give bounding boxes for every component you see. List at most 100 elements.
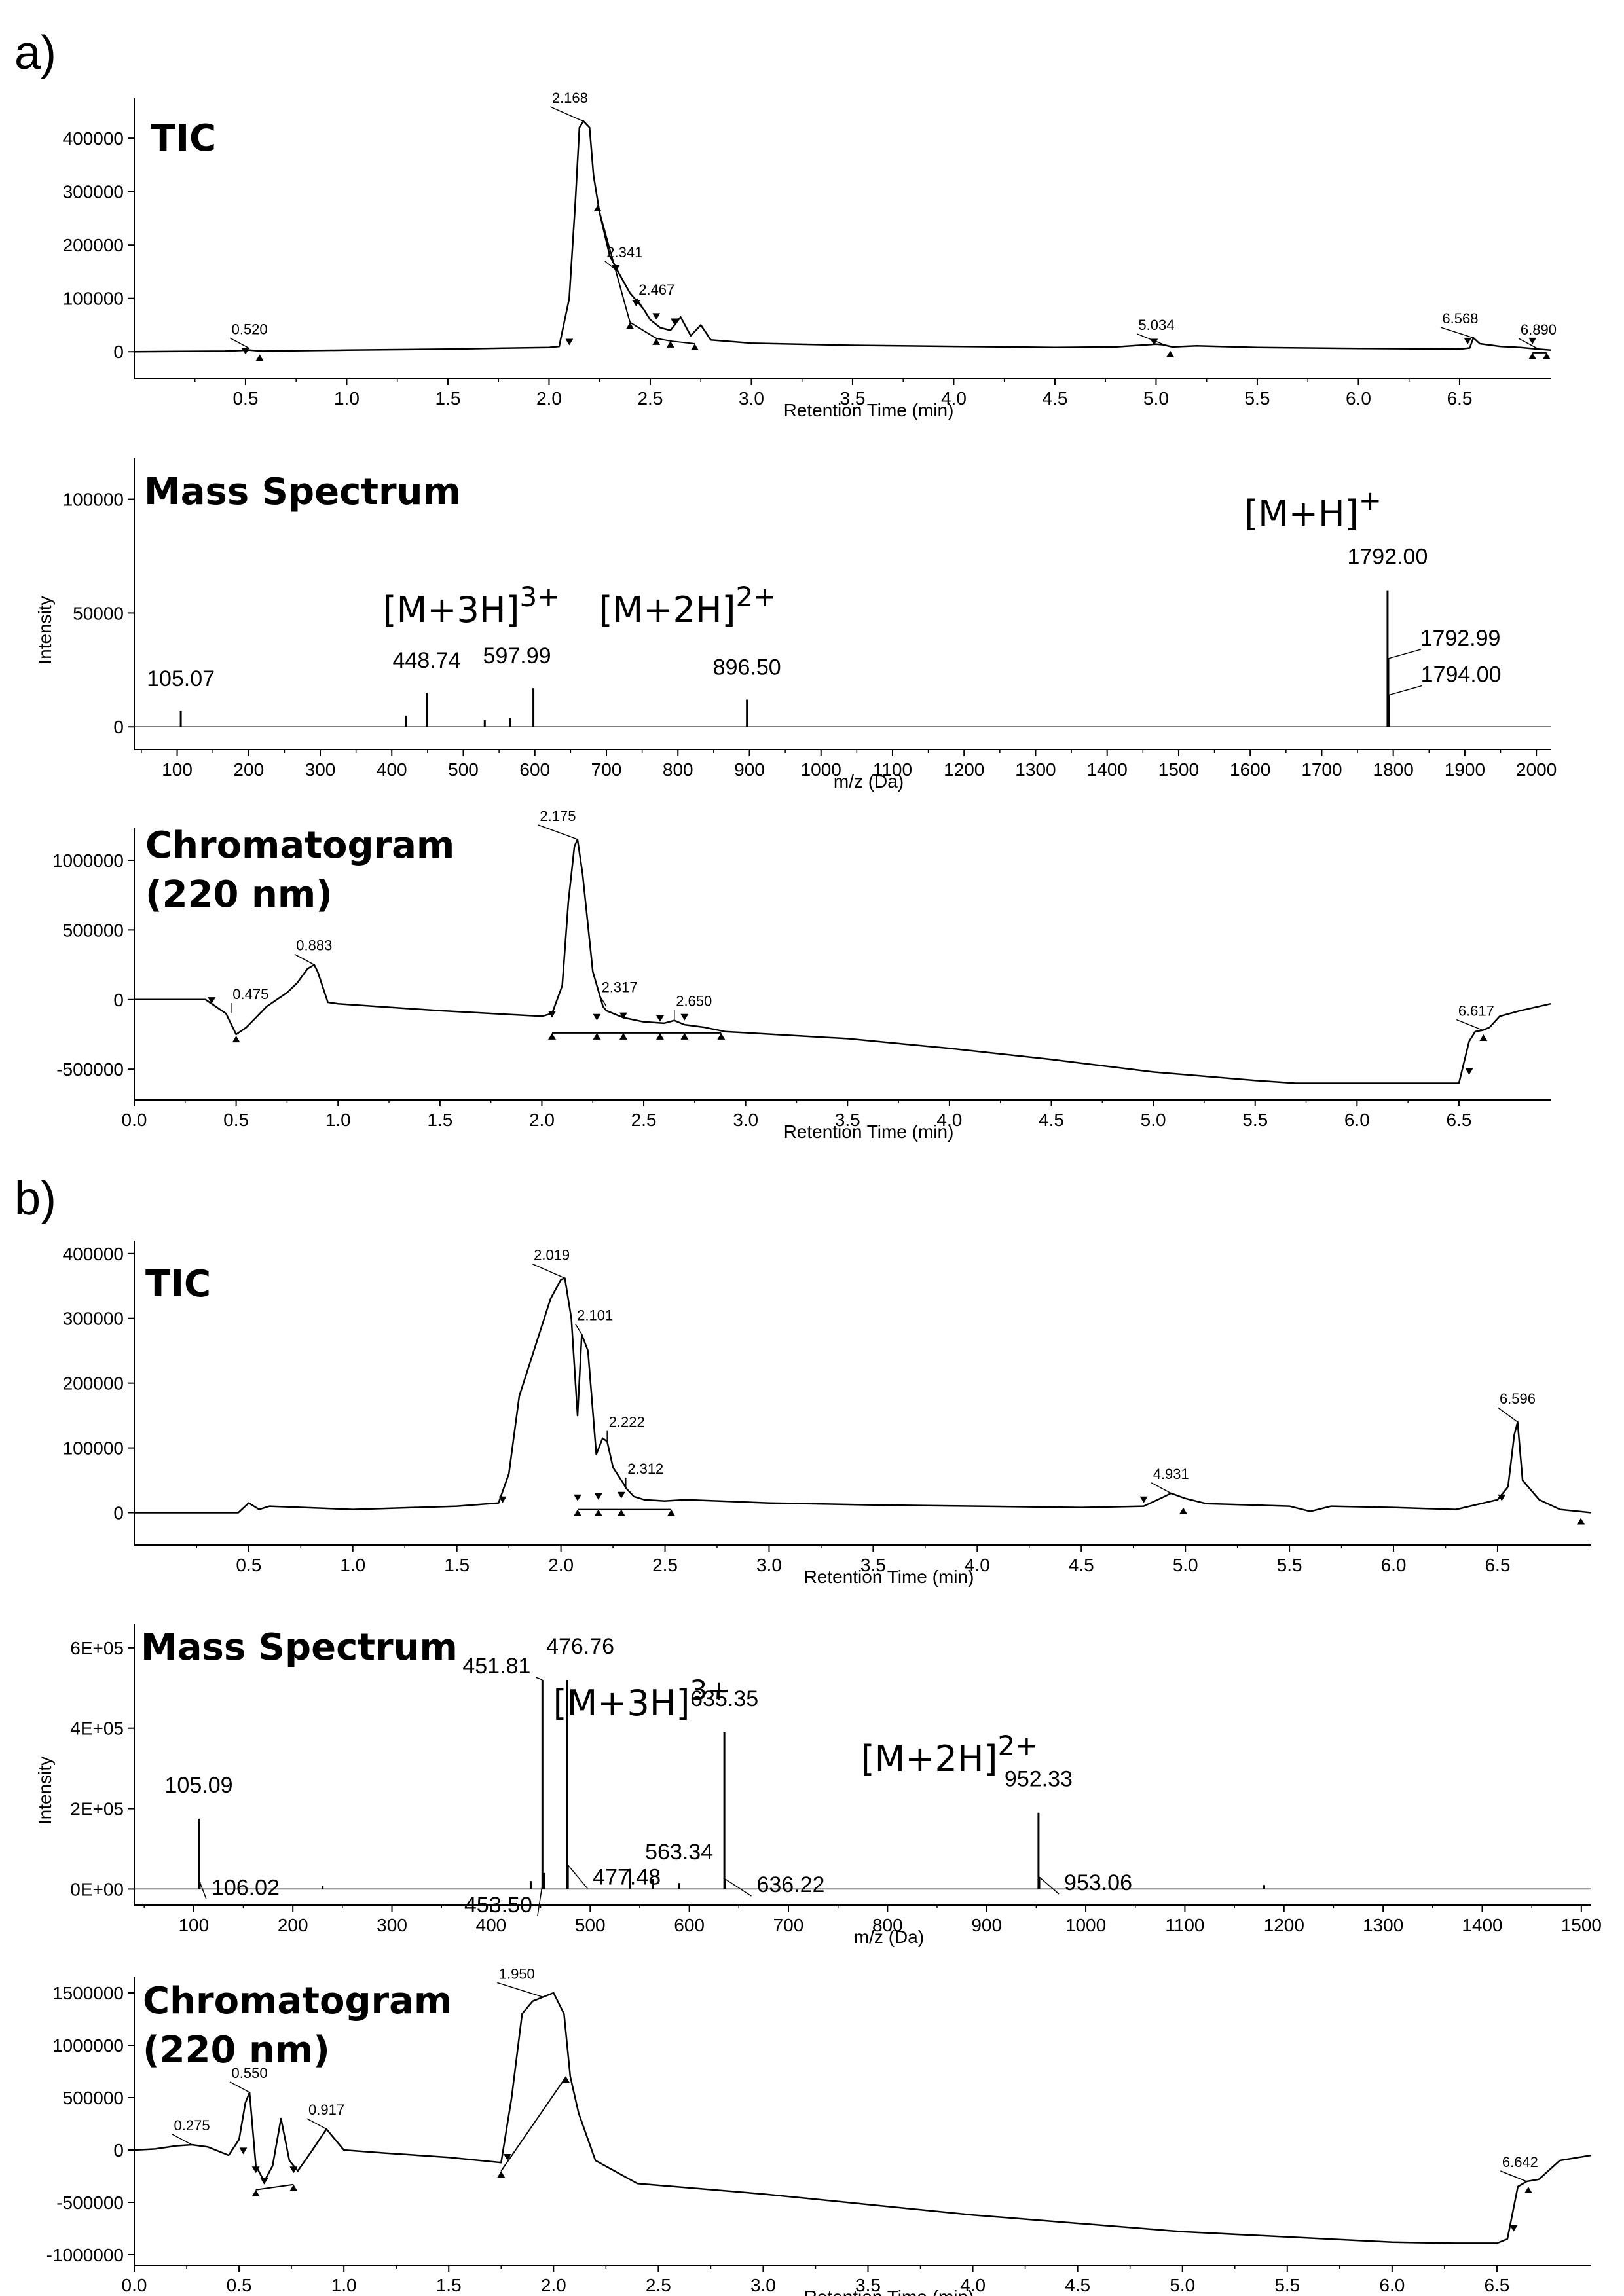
x-tick-label: 5.5 <box>1242 1110 1268 1130</box>
peak-marker <box>208 997 216 1004</box>
x-tick-label: 6.5 <box>1447 388 1472 409</box>
y-tick-label: 0E+00 <box>70 1879 124 1899</box>
peak-marker <box>594 1509 602 1516</box>
x-tick-label: 2.5 <box>637 388 663 409</box>
baseline-segment <box>500 2076 567 2172</box>
y-tick-label: 100000 <box>63 289 124 309</box>
x-tick-label: 800 <box>663 759 693 780</box>
ms-peak-label: 448.74 <box>393 648 461 673</box>
peak-marker <box>619 1032 627 1040</box>
ms-label-leader <box>1388 685 1422 696</box>
y-tick-label: 50000 <box>73 603 124 623</box>
x-tick-label: 2.0 <box>529 1110 555 1130</box>
x-tick-label: 1400 <box>1087 759 1128 780</box>
ms-peak-label: 1792.00 <box>1347 545 1428 570</box>
x-tick-label: 5.5 <box>1244 388 1270 409</box>
x-tick-label: 200 <box>278 1915 308 1935</box>
peak-marker <box>1577 1518 1585 1525</box>
x-tick-label: 0.5 <box>232 388 258 409</box>
ion-label-charge: + <box>1359 484 1382 517</box>
y-tick-label: 0 <box>113 717 124 737</box>
panel-subtitle: (220 nm) <box>145 873 333 916</box>
ion-label: [M+2H]2+ <box>861 1730 1039 1779</box>
x-tick-label: 300 <box>377 1915 407 1935</box>
peak-label: 6.596 <box>1500 1391 1536 1407</box>
peak-marker <box>548 1032 557 1040</box>
x-tick-label: 0.5 <box>236 1555 261 1575</box>
x-tick-label: 900 <box>734 759 765 780</box>
x-tick-label: 100 <box>178 1915 209 1935</box>
x-tick-label: 3.5 <box>840 388 865 409</box>
peak-label: 6.642 <box>1502 2154 1538 2170</box>
x-tick-label: 1.0 <box>331 2275 357 2295</box>
trace-line <box>134 1992 1592 2244</box>
x-tick-label: 1.5 <box>435 388 460 409</box>
peak-marker <box>1166 350 1175 357</box>
peak-marker <box>1179 1507 1187 1514</box>
panel-title: Mass Spectrum <box>144 471 461 513</box>
x-tick-label: 0.0 <box>122 2275 147 2295</box>
x-tick-label: 6.0 <box>1381 1555 1407 1575</box>
peak-marker <box>1528 337 1537 344</box>
baseline-segment <box>597 204 631 323</box>
ms-peak-label: 1792.99 <box>1420 626 1501 651</box>
peak-label: 2.019 <box>534 1247 570 1263</box>
x-tick-label: 1900 <box>1445 759 1485 780</box>
x-tick-label: 2.0 <box>536 388 562 409</box>
y-tick-label: 100000 <box>63 490 124 510</box>
trace-line <box>134 838 1551 1084</box>
y-tick-label: 1000000 <box>52 2035 124 2056</box>
x-tick-label: 900 <box>971 1915 1002 1935</box>
peak-leader <box>294 953 315 966</box>
chart-a-tic: 0.5 1.0 1.5 2.0 2.5 3.0 3.5 4.0 4.5 5.0 5.5 6.0 6.5 0… <box>63 90 1557 420</box>
peak-marker <box>232 1036 240 1043</box>
peak-marker <box>612 264 620 272</box>
y-tick-label: 100000 <box>63 1438 124 1459</box>
y-tick-label: 200000 <box>63 1374 124 1394</box>
ms-label-leader <box>199 1882 207 1899</box>
peak-marker <box>655 1015 664 1022</box>
y-tick-label: 6E+05 <box>70 1638 124 1658</box>
x-tick-label: 2.0 <box>548 1555 574 1575</box>
peak-leader <box>172 2134 193 2145</box>
x-tick-label: 4.5 <box>1065 2275 1090 2295</box>
baseline-segment <box>656 337 671 342</box>
baseline-segment <box>629 321 657 339</box>
peak-marker <box>1524 2187 1532 2193</box>
y-tick-label: -1000000 <box>46 2245 124 2265</box>
peak-marker <box>652 313 661 320</box>
x-tick-label: 700 <box>773 1915 804 1935</box>
peak-marker <box>289 2166 298 2174</box>
x-tick-label: 100 <box>162 759 193 780</box>
x-tick-label: 3.0 <box>733 1110 758 1130</box>
ion-label-base: [M+3H] <box>553 1683 690 1724</box>
x-tick-label: 4.5 <box>1069 1555 1094 1575</box>
x-tick-label: 3.0 <box>739 388 764 409</box>
peak-label: 2.650 <box>676 993 712 1010</box>
ms-label-leader <box>725 1878 752 1897</box>
peak-label: 0.550 <box>232 2065 268 2081</box>
peak-marker <box>671 318 679 325</box>
ms-label-leader <box>1388 649 1422 659</box>
peak-label: 2.341 <box>606 244 642 261</box>
peak-marker <box>617 1491 625 1499</box>
peak-label: 0.917 <box>308 2102 344 2118</box>
y-tick-label: 4E+05 <box>70 1719 124 1739</box>
peak-label: 6.568 <box>1442 310 1478 327</box>
ion-label-base: [M+3H] <box>383 589 520 630</box>
peak-marker <box>617 1509 625 1516</box>
ms-peak-label: 896.50 <box>713 655 781 680</box>
x-tick-label: 2.5 <box>652 1555 678 1575</box>
x-tick-label: 3.0 <box>756 1555 782 1575</box>
x-tick-label: 1400 <box>1462 1915 1502 1935</box>
ion-label: [M+3H]3+ <box>383 581 561 630</box>
x-tick-label: 5.5 <box>1277 1555 1302 1575</box>
peak-marker <box>289 2184 298 2191</box>
x-tick-label: 1300 <box>1015 759 1056 780</box>
ms-peak-label: 453.50 <box>464 1893 532 1918</box>
x-tick-label: 400 <box>476 1915 507 1935</box>
peak-leader <box>1440 327 1474 338</box>
ms-label-leader <box>537 1872 545 1916</box>
peak-marker <box>574 1509 582 1516</box>
ms-peak-label: 451.81 <box>462 1654 530 1679</box>
